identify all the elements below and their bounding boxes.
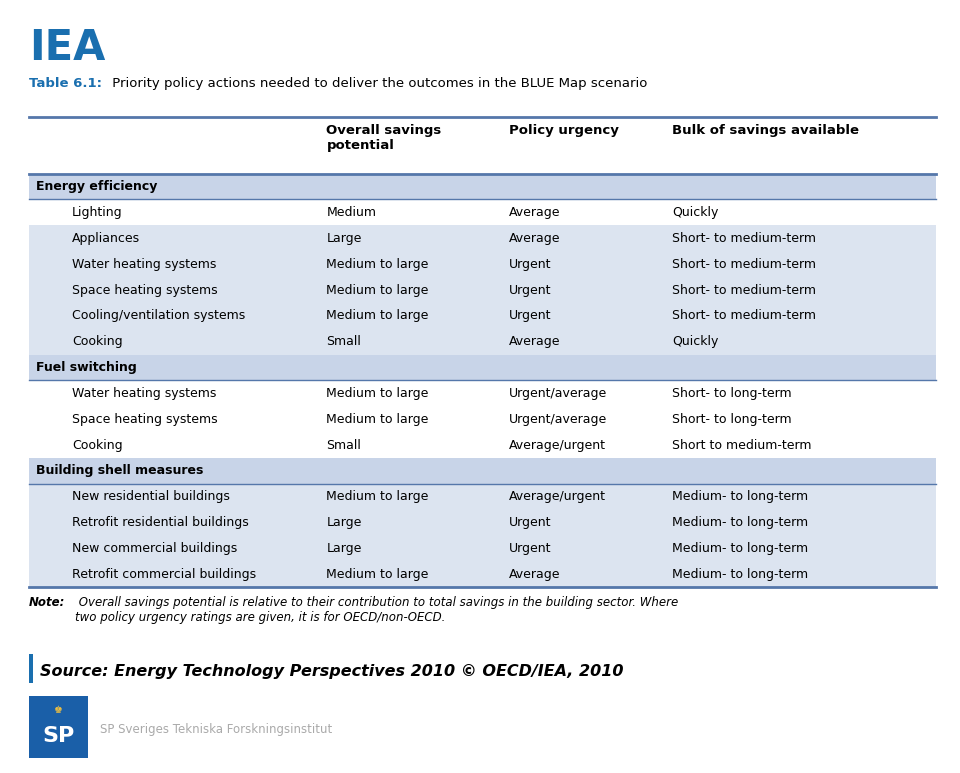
Text: SP: SP	[42, 726, 75, 746]
Bar	[29, 174, 936, 199]
Text: Quickly: Quickly	[672, 206, 718, 219]
Text: Short- to medium-term: Short- to medium-term	[672, 232, 816, 245]
Text: Small: Small	[326, 438, 361, 451]
Text: Cooking: Cooking	[72, 335, 123, 349]
Bar	[29, 199, 936, 226]
Text: Large: Large	[326, 232, 362, 245]
Text: Large: Large	[326, 516, 362, 529]
Text: Source: Energy Technology Perspectives 2010 © OECD/IEA, 2010: Source: Energy Technology Perspectives 2…	[40, 663, 624, 679]
Text: New residential buildings: New residential buildings	[72, 490, 229, 503]
Text: Space heating systems: Space heating systems	[72, 284, 218, 297]
Bar	[29, 329, 936, 355]
Text: Urgent/average: Urgent/average	[509, 413, 607, 426]
Bar	[29, 120, 936, 174]
Bar	[29, 484, 936, 509]
Text: Fuel switching: Fuel switching	[36, 361, 137, 374]
Text: Cooking: Cooking	[72, 438, 123, 451]
Text: Water heating systems: Water heating systems	[72, 386, 216, 400]
Text: New commercial buildings: New commercial buildings	[72, 542, 237, 555]
Text: Overall savings potential is relative to their contribution to total savings in : Overall savings potential is relative to…	[75, 596, 678, 625]
Text: Space heating systems: Space heating systems	[72, 413, 218, 426]
Text: Average/urgent: Average/urgent	[509, 490, 606, 503]
Text: Medium to large: Medium to large	[326, 413, 429, 426]
Text: IEA: IEA	[29, 27, 106, 69]
Text: Appliances: Appliances	[72, 232, 140, 245]
Text: Urgent: Urgent	[509, 284, 551, 297]
Text: Retrofit residential buildings: Retrofit residential buildings	[72, 516, 249, 529]
Text: Medium to large: Medium to large	[326, 284, 429, 297]
Text: Medium- to long-term: Medium- to long-term	[672, 516, 808, 529]
Text: Energy efficiency: Energy efficiency	[36, 180, 157, 193]
Text: Retrofit commercial buildings: Retrofit commercial buildings	[72, 567, 256, 581]
Bar	[29, 278, 936, 303]
Bar	[29, 509, 936, 535]
Text: Medium- to long-term: Medium- to long-term	[672, 567, 808, 581]
Text: Average: Average	[509, 567, 561, 581]
Text: Small: Small	[326, 335, 361, 349]
Text: Urgent: Urgent	[509, 516, 551, 529]
Text: Short- to medium-term: Short- to medium-term	[672, 309, 816, 322]
Text: Urgent: Urgent	[509, 257, 551, 271]
Text: Urgent/average: Urgent/average	[509, 386, 607, 400]
Text: SP Sveriges Tekniska Forskningsinstitut: SP Sveriges Tekniska Forskningsinstitut	[100, 724, 332, 736]
Text: Medium to large: Medium to large	[326, 386, 429, 400]
Bar	[29, 535, 936, 561]
Text: Medium- to long-term: Medium- to long-term	[672, 542, 808, 555]
Bar	[29, 458, 936, 484]
Text: Urgent: Urgent	[509, 542, 551, 555]
Text: Policy urgency: Policy urgency	[509, 124, 618, 138]
Text: Table 6.1:: Table 6.1:	[29, 77, 102, 90]
Text: Short- to long-term: Short- to long-term	[672, 413, 792, 426]
Bar	[29, 407, 936, 432]
Text: Average/urgent: Average/urgent	[509, 438, 606, 451]
Text: Short- to medium-term: Short- to medium-term	[672, 257, 816, 271]
Text: Medium to large: Medium to large	[326, 490, 429, 503]
Text: Cooling/ventilation systems: Cooling/ventilation systems	[72, 309, 245, 322]
Bar	[29, 696, 88, 758]
Text: Medium to large: Medium to large	[326, 309, 429, 322]
Text: ♚: ♚	[54, 705, 63, 714]
Text: Average: Average	[509, 232, 561, 245]
Bar	[29, 432, 936, 458]
Text: Average: Average	[509, 206, 561, 219]
Text: Water heating systems: Water heating systems	[72, 257, 216, 271]
Bar	[29, 355, 936, 380]
Text: Priority policy actions needed to deliver the outcomes in the BLUE Map scenario: Priority policy actions needed to delive…	[108, 77, 647, 90]
Text: Lighting: Lighting	[72, 206, 123, 219]
Text: Medium- to long-term: Medium- to long-term	[672, 490, 808, 503]
Text: Medium: Medium	[326, 206, 376, 219]
Bar	[29, 653, 33, 683]
Bar	[29, 303, 936, 329]
Bar	[29, 561, 936, 587]
Bar	[29, 226, 936, 251]
Text: Short- to medium-term: Short- to medium-term	[672, 284, 816, 297]
Text: Overall savings
potential: Overall savings potential	[326, 124, 442, 152]
Text: Bulk of savings available: Bulk of savings available	[672, 124, 859, 138]
Bar	[29, 380, 936, 407]
Text: Quickly: Quickly	[672, 335, 718, 349]
Text: Urgent: Urgent	[509, 309, 551, 322]
Text: Medium to large: Medium to large	[326, 257, 429, 271]
Text: Short- to long-term: Short- to long-term	[672, 386, 792, 400]
Text: Large: Large	[326, 542, 362, 555]
Text: Note:: Note:	[29, 596, 65, 609]
Bar	[29, 251, 936, 278]
Text: Average: Average	[509, 335, 561, 349]
Text: Building shell measures: Building shell measures	[36, 465, 204, 477]
Text: Medium to large: Medium to large	[326, 567, 429, 581]
Text: Short to medium-term: Short to medium-term	[672, 438, 811, 451]
